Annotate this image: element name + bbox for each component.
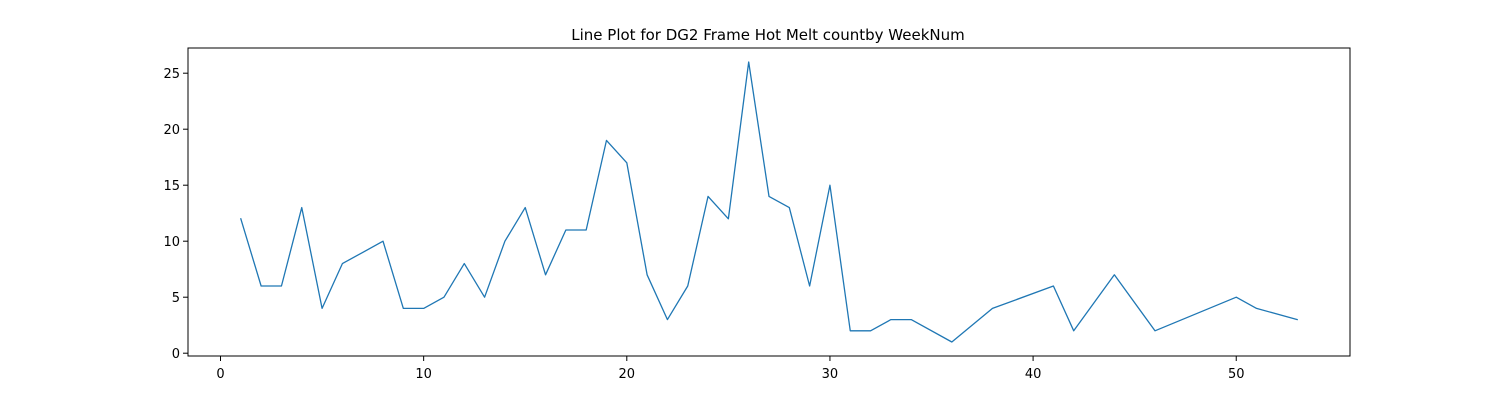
x-tick-label: 30 xyxy=(822,367,839,382)
chart-title: Line Plot for DG2 Frame Hot Melt countby… xyxy=(571,26,964,44)
y-tick-label: 0 xyxy=(172,347,180,362)
x-tick-label: 40 xyxy=(1025,367,1042,382)
y-tick-label: 5 xyxy=(172,291,180,306)
x-tick-label: 0 xyxy=(216,367,224,382)
x-tick-label: 20 xyxy=(619,367,636,382)
x-tick-label: 50 xyxy=(1228,367,1245,382)
y-tick-label: 25 xyxy=(163,67,180,82)
x-tick-label: 10 xyxy=(415,367,432,382)
y-tick-label: 20 xyxy=(163,123,180,138)
y-tick-label: 15 xyxy=(163,179,180,194)
y-tick-label: 10 xyxy=(163,235,180,250)
